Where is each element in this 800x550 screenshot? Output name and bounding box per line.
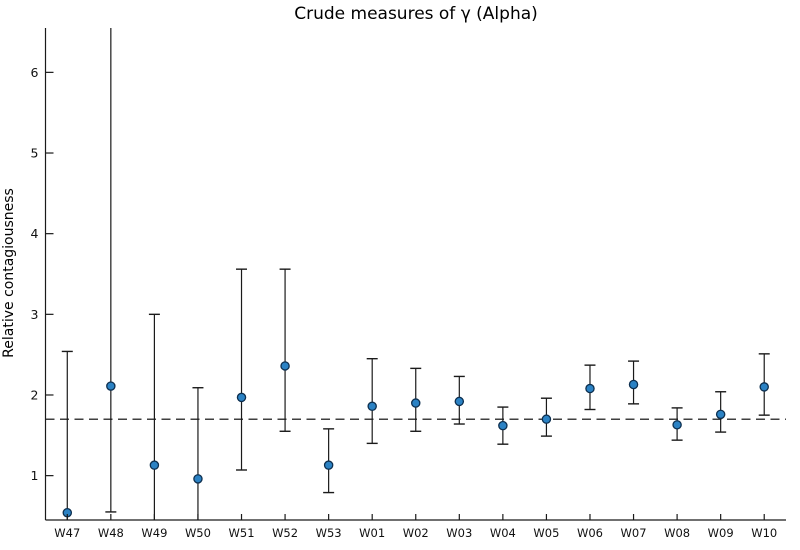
x-tick-label: W03 bbox=[446, 526, 472, 540]
x-tick-label: W05 bbox=[533, 526, 559, 540]
data-point-marker bbox=[541, 414, 552, 424]
data-point-marker bbox=[585, 383, 595, 394]
error-bar-group bbox=[366, 357, 378, 445]
chart-title: Crude measures of γ (Alpha) bbox=[294, 4, 538, 24]
error-bar-group bbox=[410, 367, 422, 432]
y-tick-label: 2 bbox=[31, 387, 39, 402]
error-bar-group bbox=[105, 28, 117, 513]
data-point-marker bbox=[715, 409, 726, 420]
x-tick-label: W49 bbox=[141, 526, 167, 540]
error-bar-group bbox=[584, 364, 596, 411]
data-point-marker bbox=[149, 460, 160, 470]
data-point-marker bbox=[628, 379, 639, 390]
data-series-layer bbox=[61, 28, 770, 520]
y-tick-label: 3 bbox=[31, 307, 39, 322]
error-bar-group bbox=[323, 428, 335, 494]
axes-layer: 1 2 3 4 5 6 W47 W48 W49 W50 W51 W52 W53 W01 W02 W03 W04 W… bbox=[31, 28, 786, 540]
data-point-marker bbox=[367, 401, 377, 412]
y-tick-label: 1 bbox=[31, 468, 39, 483]
x-tick-label: W04 bbox=[490, 526, 516, 540]
error-bar-group bbox=[540, 397, 552, 437]
x-tick-label: W50 bbox=[185, 526, 211, 540]
x-tick-label: W48 bbox=[98, 526, 124, 540]
error-bar-group bbox=[628, 360, 640, 405]
data-point-marker bbox=[106, 381, 116, 391]
error-bar-group bbox=[758, 353, 770, 416]
data-point-marker bbox=[410, 398, 421, 408]
error-bar-group bbox=[192, 387, 204, 520]
x-tick-label: W07 bbox=[621, 526, 647, 540]
data-point-marker bbox=[759, 382, 769, 392]
error-bar-group bbox=[279, 268, 291, 432]
x-tick-label: W09 bbox=[708, 526, 734, 540]
error-bar-group bbox=[148, 313, 160, 520]
x-tick-label: W51 bbox=[229, 526, 255, 540]
y-axis-label: Relative contagiousness bbox=[1, 188, 17, 358]
error-bar-group bbox=[236, 268, 248, 471]
x-tick-label: W01 bbox=[359, 526, 385, 540]
x-tick-label: W08 bbox=[664, 526, 690, 540]
data-point-marker bbox=[280, 361, 290, 371]
x-tick-label: W52 bbox=[272, 526, 298, 540]
error-bar-group bbox=[715, 391, 727, 433]
x-tick-label: W10 bbox=[751, 526, 777, 540]
data-point-marker bbox=[323, 460, 334, 470]
x-tick-label: W02 bbox=[403, 526, 429, 540]
data-point-marker bbox=[672, 420, 682, 430]
x-tick-label: W47 bbox=[54, 526, 80, 540]
data-point-marker bbox=[498, 420, 508, 431]
x-tick-label: W53 bbox=[316, 526, 342, 540]
y-tick-label: 6 bbox=[31, 65, 39, 80]
error-bar-group bbox=[671, 407, 683, 441]
data-point-marker bbox=[454, 396, 465, 407]
data-point-marker bbox=[193, 474, 203, 484]
error-bar-group bbox=[61, 350, 73, 520]
error-bar-group bbox=[497, 406, 509, 445]
data-point-marker bbox=[236, 392, 247, 403]
error-bar-group bbox=[453, 375, 465, 425]
y-tick-label: 4 bbox=[31, 226, 39, 241]
x-tick-label: W06 bbox=[577, 526, 603, 540]
y-tick-label: 5 bbox=[31, 146, 39, 161]
